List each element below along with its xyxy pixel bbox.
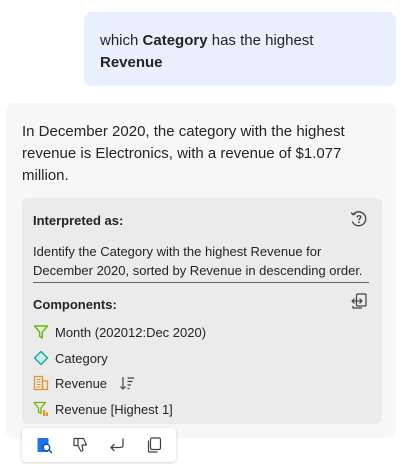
component-category[interactable]: Category xyxy=(33,348,108,368)
user-message-prefix: which xyxy=(100,32,143,49)
thumbs-down-icon xyxy=(73,437,87,452)
answer-text: In December 2020, the category with the … xyxy=(22,123,345,184)
component-label: Category xyxy=(55,350,108,366)
sort-descending-icon xyxy=(120,377,135,390)
reply-icon xyxy=(110,438,124,452)
component-revenue-measure[interactable]: Revenue xyxy=(33,373,135,393)
swap-fields-icon[interactable] xyxy=(350,292,368,310)
reply-button[interactable] xyxy=(105,433,129,457)
response-actions-toolbar xyxy=(22,428,176,462)
top-filter-icon xyxy=(33,401,48,416)
interpreted-as-label: Interpreted as: xyxy=(33,213,124,228)
user-message-bubble: which Category has the highest Revenue xyxy=(84,12,396,86)
component-month-filter[interactable]: Month (202012:Dec 2020) xyxy=(33,322,206,342)
user-message-category: Category xyxy=(142,32,208,49)
copy-icon xyxy=(147,437,161,453)
copy-button[interactable] xyxy=(142,433,166,457)
component-revenue-top-filter[interactable]: Revenue [Highest 1] xyxy=(33,399,173,419)
filter-icon xyxy=(33,325,49,339)
component-label: Month (202012:Dec 2020) xyxy=(55,324,207,340)
component-label: Revenue xyxy=(55,375,108,391)
interpretation-panel: Interpreted as: Identify the Category wi… xyxy=(22,198,382,424)
component-label: Revenue [Highest 1] xyxy=(55,401,173,417)
user-message-revenue: Revenue xyxy=(100,54,163,71)
panel-divider xyxy=(33,282,369,283)
data-search-icon xyxy=(37,438,53,454)
help-icon[interactable] xyxy=(350,210,368,228)
dimension-icon xyxy=(33,350,49,366)
assistant-response-card: In December 2020, the category with the … xyxy=(6,103,396,438)
data-search-button[interactable] xyxy=(32,433,56,457)
thumbs-down-button[interactable] xyxy=(69,433,93,457)
measure-icon xyxy=(33,375,49,391)
components-label: Components: xyxy=(33,297,117,312)
user-message-middle: has the highest xyxy=(207,32,314,49)
interpreted-description: Identify the Category with the highest R… xyxy=(33,244,363,278)
